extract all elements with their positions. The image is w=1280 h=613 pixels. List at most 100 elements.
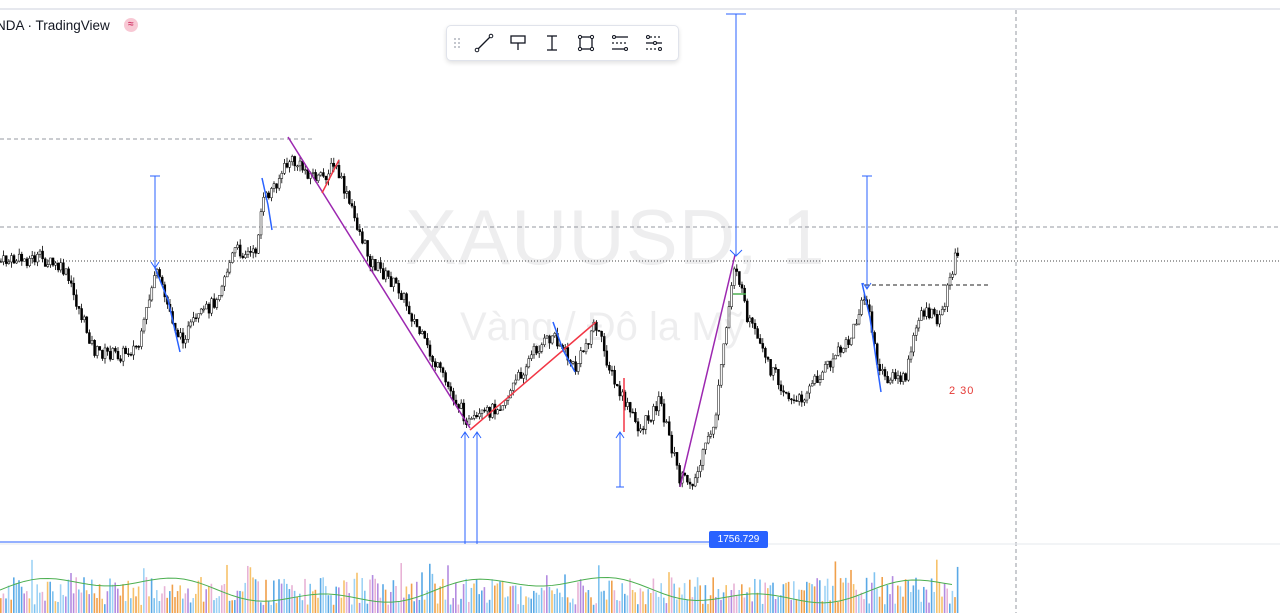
fib-settings-icon[interactable] (637, 26, 671, 60)
candle-body (444, 372, 447, 383)
volume-bar (951, 590, 954, 613)
trend-line-icon[interactable] (467, 26, 501, 60)
candle-body (101, 349, 104, 359)
candle-body (361, 231, 364, 244)
volume-bar (941, 596, 943, 613)
red-trend-line-up[interactable] (469, 321, 597, 431)
candle-body (860, 299, 863, 315)
volume-bar (834, 561, 837, 613)
candle-body (901, 373, 905, 382)
volume-bar (709, 595, 712, 613)
volume-bar (369, 579, 371, 613)
volume-bar (447, 565, 449, 613)
candle-body (233, 247, 237, 254)
volume-bar (273, 580, 275, 613)
red-text-label[interactable]: 2 30 (949, 385, 975, 397)
candle-body (98, 346, 102, 351)
volume-bar (117, 588, 119, 613)
volume-bar (694, 586, 696, 613)
volume-bar (104, 604, 106, 613)
candle-body (582, 350, 585, 353)
candle-body (540, 344, 544, 352)
candle-body (550, 335, 554, 344)
candle-body (834, 355, 837, 360)
purple-trend-line-up[interactable] (679, 254, 736, 488)
volume-bar (657, 596, 660, 613)
candle-body (189, 321, 193, 327)
candle-body (589, 330, 593, 345)
volume-bar (696, 577, 699, 613)
volume-bar (499, 581, 501, 613)
candle-body (641, 428, 645, 431)
volume-bar (98, 584, 101, 613)
measure-arrow-3[interactable] (862, 175, 872, 290)
candle-body (30, 255, 34, 259)
rectangle-icon[interactable] (569, 26, 603, 60)
volume-bar (572, 598, 574, 613)
price-label-icon[interactable] (501, 26, 535, 60)
candle-body (935, 314, 939, 325)
volume-bar (327, 595, 330, 613)
volume-bar (904, 579, 907, 613)
blue-leg-1[interactable] (154, 267, 181, 353)
volume-bar (574, 604, 577, 613)
candle-body (129, 354, 133, 356)
candle-body (103, 347, 107, 359)
volume-bar (358, 602, 361, 613)
price-range-icon[interactable] (535, 26, 569, 60)
volume-bar (891, 576, 894, 613)
volume-bar (522, 604, 525, 613)
volume-bar (395, 585, 397, 613)
candle-body (735, 268, 739, 272)
candle-body (69, 280, 73, 284)
volume-bar (787, 581, 790, 613)
volume-bar (46, 581, 49, 613)
purple-trend-line-down[interactable] (287, 136, 471, 429)
approx-icon[interactable]: ≈ (123, 18, 138, 32)
volume-bar (894, 603, 896, 613)
volume-bar (507, 596, 509, 613)
blue-leg-4[interactable] (261, 177, 273, 231)
candle-body (10, 255, 13, 263)
watermark-description: Vàng / Đô la Mỹ (460, 305, 745, 349)
candle-body (595, 321, 598, 331)
blue-leg-2[interactable] (861, 282, 882, 393)
candle-body (20, 253, 24, 262)
volume-bar (408, 594, 410, 613)
volume-bar (665, 603, 668, 613)
candle-body (878, 364, 882, 372)
candle-body (857, 314, 861, 325)
measure-arrow-4[interactable] (460, 431, 482, 544)
candle-body (119, 358, 122, 362)
volume-bar (18, 580, 20, 613)
candle-body (904, 373, 908, 381)
candle-body (158, 269, 161, 278)
volume-bar (618, 600, 621, 613)
volume-bar (722, 592, 725, 613)
candle-body (634, 412, 637, 422)
volume-bar (462, 584, 465, 613)
volume-bar (345, 581, 348, 613)
volume-bar (587, 590, 590, 613)
candle-body (147, 299, 151, 308)
volume-bar (579, 579, 582, 613)
volume-bar (660, 583, 662, 613)
candle-body (41, 250, 44, 260)
volume-bar (871, 582, 873, 613)
candle-body (907, 358, 910, 381)
red-small-segment[interactable] (321, 159, 340, 194)
measure-arrow-1[interactable] (150, 175, 160, 269)
candle-body (751, 317, 754, 324)
volume-bar (735, 595, 738, 613)
measure-arrow-5[interactable] (615, 431, 625, 488)
candle-body (792, 399, 796, 401)
measure-arrow-2[interactable] (726, 13, 746, 257)
candle-body (392, 277, 395, 287)
candle-body (618, 385, 622, 397)
blue-leg-3[interactable] (552, 321, 576, 373)
candle-body (810, 383, 814, 387)
drag-handle-icon[interactable] (447, 26, 467, 60)
fib-levels-icon[interactable] (603, 26, 637, 60)
price-tag[interactable]: 1756.729 (709, 531, 768, 548)
